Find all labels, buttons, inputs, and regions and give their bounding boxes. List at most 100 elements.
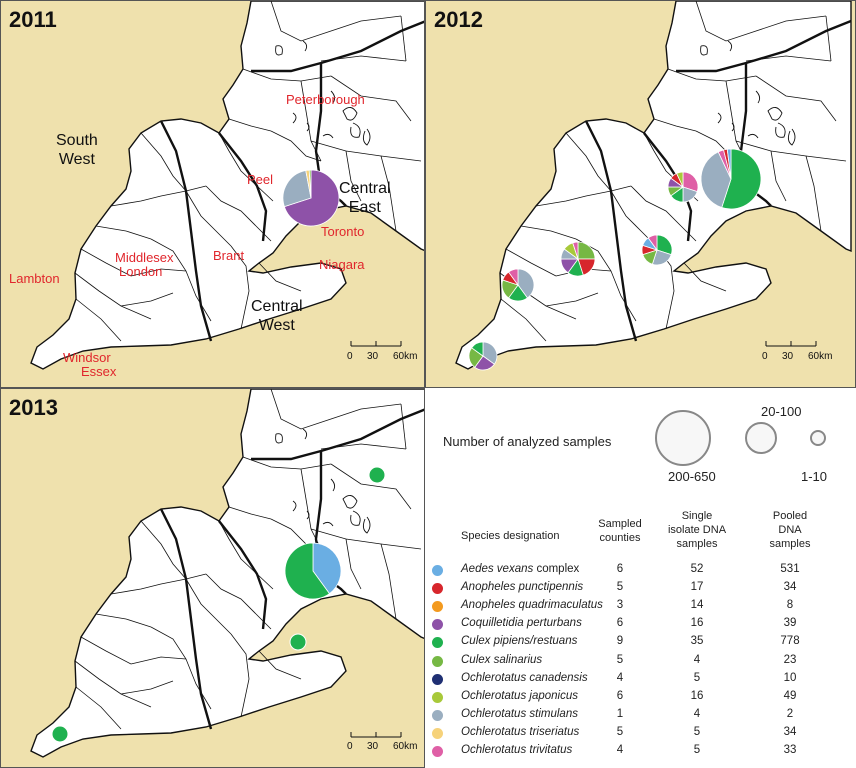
scale-bar-2012 [765,341,817,347]
pie-layer-2013 [51,466,386,743]
size-circle-small [810,430,826,446]
legend-row: Anopheles punctipennis 5 17 34 [425,580,856,598]
year-label-2011: 2011 [9,7,57,32]
species-name: Culex pipiens/restuans [461,635,578,648]
sampled-counties-value: 9 [616,635,624,648]
header-species: Species designation [461,530,560,542]
map-panel-2013: 2013 0 30 60km [0,388,425,768]
species-color-swatch [432,673,443,685]
pie-chart [560,241,596,277]
pooled-dna-value: 39 [783,617,797,630]
pie-chart [368,466,386,484]
pie-chart [641,234,673,266]
legend-row: Ochlerotatus trivitatus 4 5 33 [425,743,856,761]
header-counties-line2: counties [599,532,641,544]
region-central-east-line2: East [348,199,381,216]
single-isolate-value: 5 [693,725,701,738]
map-panel-2011: 2011 Peterborough Peel Toronto Brant Nia… [0,0,425,388]
scale-60-2011: 60km [393,351,418,362]
species-suffix: complex [533,563,580,575]
legend-row: Ochlerotatus japonicus 6 16 49 [425,689,856,707]
pie-slice [471,341,484,357]
pie-slice [656,234,673,256]
pie-chart [667,171,699,203]
year-label-2013: 2013 [9,395,58,420]
species-color-swatch [432,709,443,721]
species-color-swatch [432,637,443,649]
scale-30-2013: 30 [367,741,379,752]
single-isolate-value: 5 [693,744,701,756]
single-isolate-value: 5 [693,671,701,684]
single-isolate-value: 35 [690,635,704,648]
pie-slice [682,171,699,193]
sampled-counties-value: 3 [616,599,624,612]
pooled-dna-value: 10 [783,671,797,684]
scale-30-2011: 30 [367,351,379,362]
scale-0-2011: 0 [347,351,353,362]
year-label-2012: 2012 [434,7,483,32]
legend-size-title: Number of analyzed samples [443,434,612,449]
sampled-counties-value: 5 [616,725,624,738]
region-central-east: Central East [339,179,391,217]
legend-row: Culex pipiens/restuans 9 35 778 [425,634,856,652]
pie-slice [517,268,535,299]
header-pooled: Pooled DNA samples [760,509,820,551]
size-circle-medium [745,422,777,454]
pie-slice [283,169,340,227]
species-name: Ochlerotatus trivitatus [461,744,573,756]
pie-slice [726,148,732,180]
pie-slice [289,633,307,651]
pie-slice [647,234,658,252]
species-color-swatch [432,565,443,576]
species-color-swatch [432,691,443,703]
species-name: Ochlerotatus canadensis [461,671,588,684]
header-single-line1: Single [681,510,713,522]
species-name: Ochlerotatus stimulans [461,707,578,720]
header-pooled-line1: Pooled [772,510,808,522]
scale-30-2012: 30 [782,351,794,362]
region-south-west-line1: South [56,132,98,149]
single-isolate-value: 16 [690,617,704,630]
legend-size-circles [655,410,826,466]
single-isolate-value: 17 [690,581,704,594]
header-counties: Sampled counties [590,517,650,545]
region-south-west-line2: West [58,151,95,168]
species-color-swatch [432,583,443,595]
sampled-counties-value: 6 [616,689,624,702]
sampled-counties-value: 4 [616,671,624,684]
region-central-west-line2: West [258,317,295,334]
header-pooled-line3: samples [769,538,811,550]
region-central-east-line1: Central [339,180,391,197]
species-name: Culex salinarius [461,653,543,666]
pie-layer-2012 [468,148,762,371]
sampled-counties-value: 5 [616,581,624,594]
legend-row: Ochlerotatus stimulans 1 4 2 [425,707,856,725]
header-pooled-line2: DNA [778,524,802,536]
species-name: Ochlerotatus triseriatus [461,725,580,738]
pooled-dna-value: 2 [786,707,794,720]
scale-bar-2011 [350,341,402,347]
single-isolate-value: 14 [690,599,704,612]
species-color-swatch [432,619,443,631]
size-circle-large [655,410,711,466]
legend-row: Culex salinarius 5 4 23 [425,653,856,671]
pooled-dna-value: 34 [783,581,797,594]
pooled-dna-value: 778 [780,635,800,648]
single-isolate-value: 4 [693,653,701,666]
species-name: Anopheles quadrimaculatus [461,599,603,612]
sampled-counties-value: 1 [616,707,624,720]
pie-slice [572,241,579,260]
header-single-line3: samples [676,538,718,550]
legend-row: Ochlerotatus canadensis 4 5 10 [425,671,856,689]
sampled-counties-value: 5 [616,653,624,666]
pooled-dna-value: 49 [783,689,797,702]
single-isolate-value: 16 [690,689,704,702]
scale-bar-2013 [350,732,402,738]
region-south-west: South West [56,131,98,169]
region-central-west: Central West [251,297,303,335]
pooled-dna-value: 531 [780,563,800,575]
pie-chart [501,268,535,302]
species-color-swatch [432,655,443,667]
legend-panel: Number of analyzed samples 200-650 20-10… [425,388,856,768]
pie-slice [700,151,732,209]
